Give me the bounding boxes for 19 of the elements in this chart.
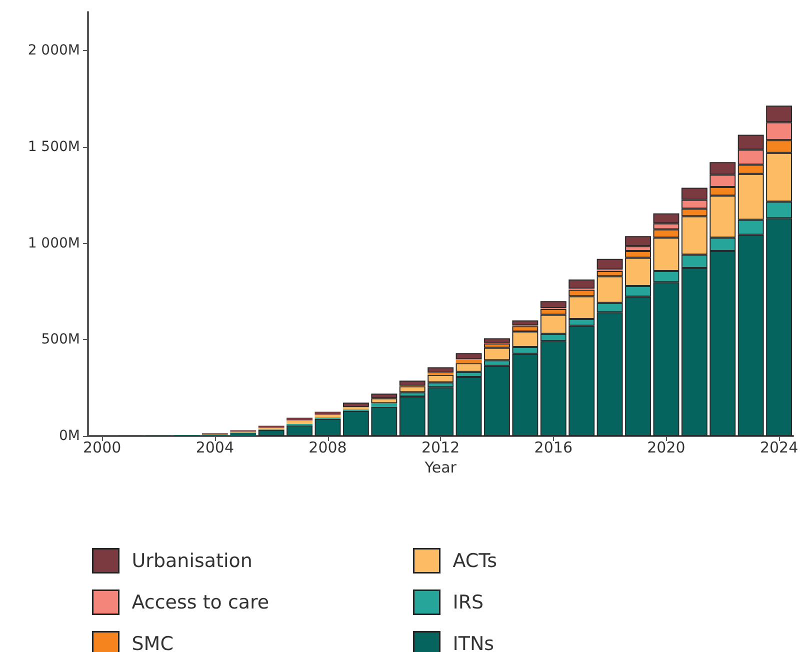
legend-label: ITNs: [452, 632, 494, 652]
y-tick-label: 500M: [41, 332, 80, 348]
x-tick-label: 2004: [196, 438, 234, 456]
x-tick-label: 2016: [534, 438, 572, 456]
legend-label: IRS: [452, 591, 484, 614]
y-tick-label: 0M: [59, 428, 80, 444]
legend-label: Access to care: [132, 591, 270, 614]
x-tick-label: 2008: [308, 438, 347, 456]
legend-label: ACTs: [452, 550, 498, 572]
y-tick-label: 1 000M: [28, 235, 80, 252]
y-tick-label: 2 000M: [28, 42, 80, 59]
x-tick-label: 2024: [760, 438, 798, 456]
x-tick-label: 2000: [83, 438, 122, 456]
x-tick-label: 2020: [647, 438, 686, 456]
legend-label: Urbanisation: [132, 550, 252, 572]
x-tick-label: 2012: [421, 438, 460, 456]
y-tick-label: 1 500M: [28, 138, 80, 155]
legend-label: SMC: [132, 632, 174, 652]
x-axis-title: Year: [424, 458, 458, 476]
